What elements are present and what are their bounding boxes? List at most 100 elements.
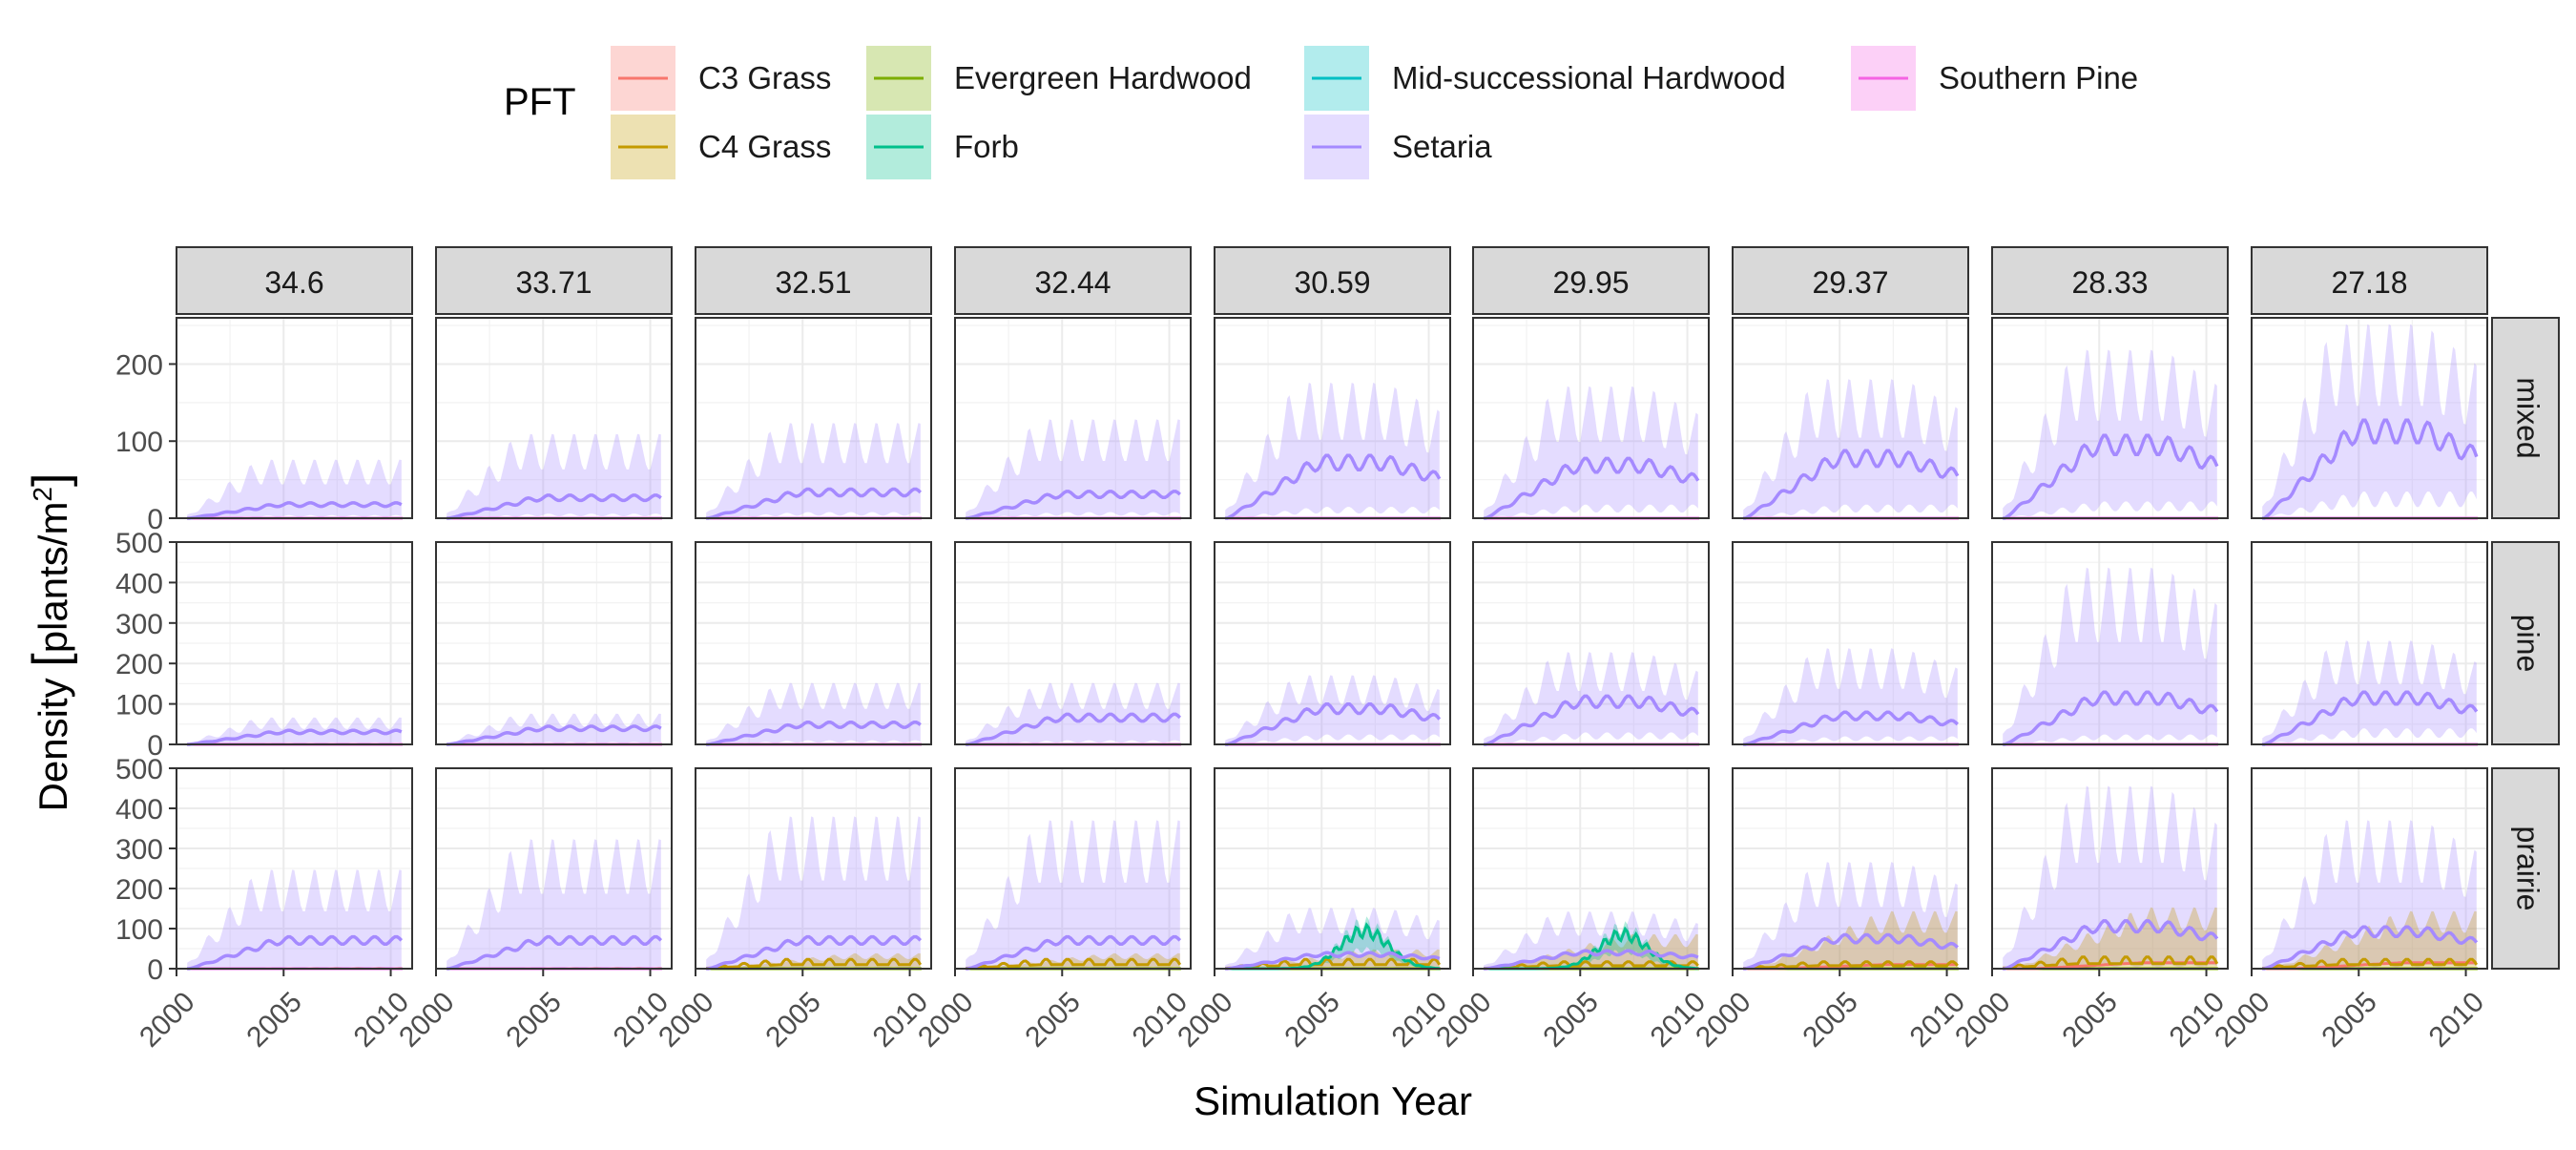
facet-col-label: 27.18 [2331,265,2407,300]
facet-strip-col [1991,246,2229,315]
x-tick-label: 2000 [653,986,720,1054]
facet-col-label: 29.95 [1552,265,1629,300]
y-tick-label: 0 [147,504,163,535]
setaria-line [1225,453,1442,520]
panel-border [1732,317,1969,519]
setaria-line [2262,690,2479,746]
facet-strip-col [435,246,673,315]
c4-grass-line [1743,960,1959,971]
c4-grass-line [2003,955,2219,970]
setaria-line [2262,418,2479,520]
x-tick-label: 2000 [134,986,201,1054]
c4-grass-line [1484,960,1699,971]
y-tick-label: 100 [115,914,163,946]
c4-grass-line [2262,957,2479,970]
forb-ribbon [1484,921,1698,969]
setaria-line [447,493,662,520]
panel-border [954,541,1192,745]
setaria-ribbon [1743,862,1958,969]
panel-border [176,767,413,970]
panel-background [955,318,1191,518]
setaria-line [1484,694,1700,746]
y-tick-label: 0 [147,730,163,762]
setaria-line [187,728,403,746]
panel-background [436,318,672,518]
facet-row-label: prairie [2511,826,2545,911]
x-tick-label: 2000 [2209,986,2276,1054]
x-tick-label: 2005 [1278,986,1346,1054]
setaria-ribbon [2003,785,2217,969]
facet-col-label: 32.51 [775,265,851,300]
facet-row-label: mixed [2511,377,2545,458]
setaria-line [447,934,663,971]
setaria-line [966,934,1182,971]
facet-col-label: 30.59 [1294,265,1370,300]
x-tick-label: 2000 [1690,986,1757,1054]
panel-border [435,317,673,519]
panel-background [1473,318,1709,518]
facet-row-label: pine [2511,615,2545,673]
setaria-line [1743,932,1959,971]
panel-background [1992,318,2228,518]
facet-strip-col [695,246,932,315]
facet-strip-col [1732,246,1969,315]
setaria-line [966,490,1181,520]
setaria-line [1743,710,1959,746]
setaria-ribbon [187,869,402,969]
panel-border [695,317,932,519]
y-tick-label: 400 [115,794,163,826]
setaria-line [706,487,923,520]
x-tick-label: 2005 [1019,986,1087,1054]
setaria-ribbon [706,682,921,744]
x-tick-label: 2005 [240,986,308,1054]
y-tick-label: 200 [115,349,163,381]
facet-strip-col [176,246,413,315]
panel-border [1214,767,1451,970]
y-tick-label: 300 [115,609,163,640]
setaria-line [966,712,1182,746]
facet-strip-row [2491,317,2560,519]
facet-strip-col [2251,246,2488,315]
panel-border [1991,541,2229,745]
setaria-line [1225,702,1442,746]
panel-border [176,541,413,745]
setaria-line [187,934,404,971]
facet-strip-col [1472,246,1710,315]
legend-label: Setaria [1392,129,1492,164]
panel-border [1472,767,1710,970]
legend-label: Southern Pine [1939,60,2138,95]
y-tick-label: 100 [115,690,163,721]
x-tick-label: 2000 [393,986,461,1054]
panel-border [695,767,932,970]
panel-border [435,541,673,745]
setaria-ribbon [447,839,661,969]
panel-border [2251,767,2488,970]
panel-border [1732,767,1969,970]
facet-col-label: 32.44 [1034,265,1111,300]
c4-grass-ribbon [2003,907,2217,969]
x-tick-label: 2000 [912,986,980,1054]
setaria-line [706,721,922,746]
facet-col-label: 28.33 [2071,265,2148,300]
legend-label: Forb [954,129,1019,164]
c4-grass-ribbon [2262,910,2477,969]
panel-border [2251,317,2488,519]
y-tick-label: 400 [115,568,163,599]
x-tick-label: 2000 [1949,986,2017,1054]
legend-label: C3 Grass [698,60,831,95]
panel-border [1472,317,1710,519]
setaria-line [1225,951,1441,971]
panel-border [435,767,673,970]
legend-label: Evergreen Hardwood [954,60,1252,95]
c4-grass-line [966,957,1182,970]
panel-border [954,317,1192,519]
facet-strip-col [1214,246,1451,315]
x-tick-label: 2000 [1172,986,1239,1054]
y-tick-label: 100 [115,427,163,458]
y-tick-label: 200 [115,874,163,906]
setaria-line [1484,456,1700,520]
panel-border [695,541,932,745]
x-tick-label: 2005 [1797,986,1864,1054]
